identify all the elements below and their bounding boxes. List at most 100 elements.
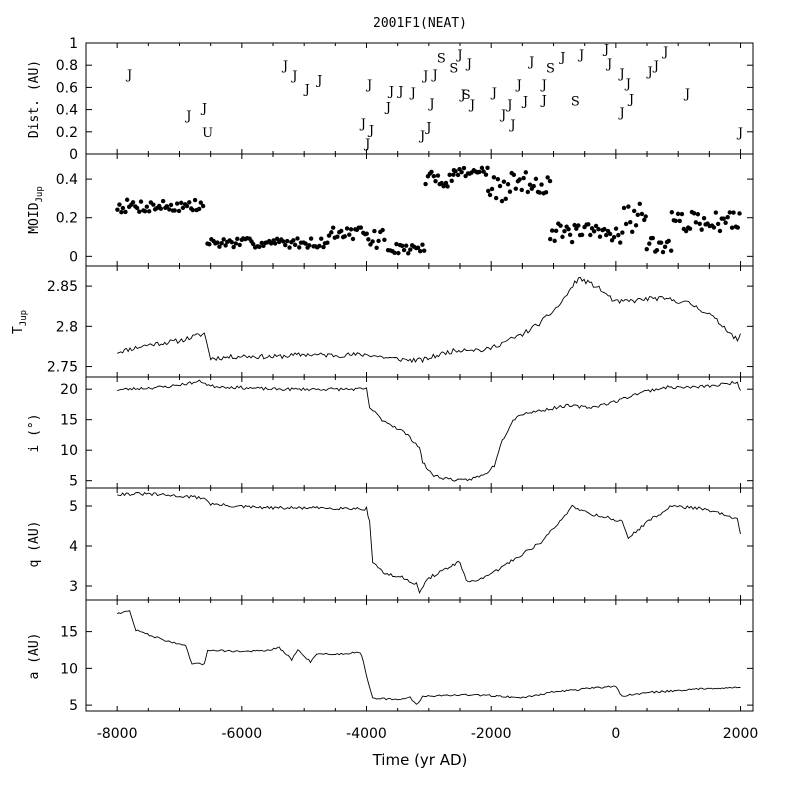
moid-point	[291, 238, 296, 243]
moid-point	[455, 172, 461, 178]
encounter-marker: J	[508, 118, 515, 133]
moid-point	[172, 208, 177, 213]
y-tick-label: 0.8	[56, 58, 78, 74]
moid-point	[374, 245, 379, 250]
moid-point	[525, 189, 531, 195]
moid-point	[308, 236, 314, 241]
moid-point	[560, 234, 565, 240]
encounter-marker: J	[736, 126, 743, 141]
moid-point	[272, 241, 278, 246]
moid-point	[537, 190, 542, 195]
moid-point	[725, 215, 730, 220]
moid-point	[215, 240, 220, 245]
moid-point	[237, 242, 242, 248]
y-tick-label: 3	[69, 579, 78, 595]
encounter-marker: J	[459, 88, 466, 103]
encounter-marker: J	[505, 98, 512, 113]
moid-point	[723, 220, 728, 225]
moid-point	[603, 232, 609, 238]
moid-point	[124, 197, 130, 202]
moid-point	[184, 203, 190, 209]
moid-point	[415, 245, 421, 250]
moid-point	[350, 236, 356, 242]
moid-point	[635, 212, 640, 217]
x-tick-label: -6000	[221, 726, 262, 742]
moid-point	[579, 232, 585, 238]
encounter-marker: J	[384, 100, 391, 115]
y-label-a: a (AU)	[27, 633, 42, 680]
moid-point	[180, 205, 186, 211]
moid-point	[658, 240, 664, 245]
moid-point	[593, 223, 599, 229]
moid-point	[715, 221, 721, 227]
x-tick-label: 0	[611, 726, 620, 742]
moid-point	[721, 216, 726, 221]
encounter-marker: J	[396, 85, 403, 100]
moid-point	[713, 210, 719, 215]
moid-point	[477, 169, 482, 175]
moid-point	[553, 228, 559, 234]
encounter-marker: J	[200, 101, 207, 116]
moid-point	[517, 177, 522, 182]
moid-point	[321, 244, 326, 250]
moid-point	[589, 226, 595, 231]
moid-point	[217, 244, 222, 249]
moid-point	[429, 169, 434, 175]
encounter-marker: J	[363, 137, 370, 152]
moid-point	[675, 211, 681, 217]
encounter-marker: S	[437, 51, 446, 66]
moid-point	[717, 228, 723, 234]
moid-point	[549, 228, 555, 233]
moid-point	[435, 173, 441, 178]
moid-point	[533, 176, 539, 182]
moid-point	[192, 197, 198, 203]
encounter-marker: J	[367, 124, 374, 139]
moid-point	[392, 250, 397, 255]
y-tick-label: 0.4	[56, 103, 78, 119]
moid-point	[364, 231, 369, 236]
encounter-marker: S	[449, 61, 458, 76]
encounter-marker: J	[624, 77, 631, 92]
moid-point	[459, 169, 464, 175]
moid-point	[130, 200, 136, 205]
moid-point	[737, 211, 742, 216]
encounter-marker: S	[546, 61, 555, 76]
moid-point	[453, 168, 458, 174]
encounter-marker: J	[515, 78, 522, 93]
y-tick-label: 10	[60, 443, 78, 459]
encounter-marker: U	[202, 126, 213, 141]
moid-point	[190, 207, 196, 213]
encounter-marker: J	[468, 98, 475, 113]
encounter-marker: J	[427, 97, 434, 112]
y-tick-label: 0.6	[56, 80, 78, 96]
chart-title: 2001F1(NEAT)	[373, 16, 467, 31]
encounter-marker: J	[455, 48, 462, 63]
x-tick-label: 2000	[723, 726, 759, 742]
encounter-marker: J	[281, 59, 288, 74]
moid-point	[660, 249, 666, 255]
moid-point	[330, 225, 336, 230]
moid-point	[174, 201, 180, 206]
moid-point	[669, 210, 675, 215]
y-tick-label: 0	[69, 147, 78, 163]
y-label-dist: Dist. (AU)	[27, 60, 42, 138]
moid-point	[251, 241, 256, 247]
moid-point	[574, 226, 579, 231]
moid-point	[630, 229, 635, 235]
y-tick-label: 2.8	[56, 319, 78, 335]
moid-point	[394, 241, 399, 247]
encounter-marker: J	[617, 106, 624, 121]
y-tick-label: 15	[60, 625, 78, 641]
moid-point	[548, 236, 553, 242]
moid-point	[683, 228, 689, 234]
y-tick-label: 2.85	[47, 279, 78, 295]
moid-point	[344, 226, 350, 231]
moid-point	[146, 209, 152, 214]
moid-point	[325, 240, 330, 245]
moid-point	[285, 238, 290, 244]
y-tick-label: 5	[69, 499, 78, 515]
y-label-tjup-main: T	[11, 326, 26, 334]
moid-point	[187, 200, 192, 205]
moid-point	[495, 176, 501, 182]
x-tick-label: -8000	[97, 726, 138, 742]
